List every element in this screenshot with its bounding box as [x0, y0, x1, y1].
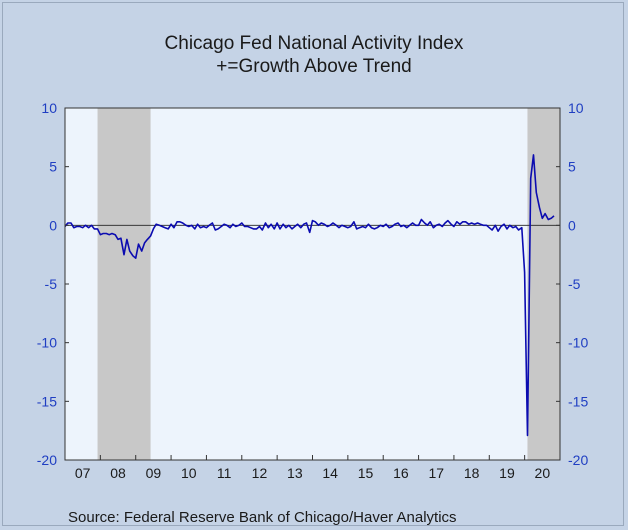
- y-tick-label-left: -10: [37, 335, 57, 351]
- recession-band-0: [97, 108, 151, 460]
- y-tick-label-left: -20: [37, 452, 57, 468]
- x-tick-label: 11: [217, 465, 232, 481]
- y-tick-label-left: 10: [41, 100, 57, 116]
- chart-frame: [2, 2, 624, 526]
- x-tick-label: 18: [464, 465, 480, 481]
- y-tick-label-right: 0: [568, 217, 576, 233]
- chart-subtitle: +=Growth Above Trend: [216, 56, 412, 77]
- x-tick-label: 15: [358, 465, 374, 481]
- y-tick-label-right: -10: [568, 335, 588, 351]
- y-tick-label-right: -20: [568, 452, 588, 468]
- y-tick-label-left: -15: [37, 393, 57, 409]
- recession-bands: [97, 108, 560, 460]
- y-tick-label-left: 5: [49, 159, 57, 175]
- y-tick-label-right: 10: [568, 100, 584, 116]
- x-tick-label: 13: [287, 465, 303, 481]
- x-tick-label: 19: [499, 465, 515, 481]
- source-note: Source: Federal Reserve Bank of Chicago/…: [68, 509, 457, 526]
- x-tick-label: 17: [428, 465, 444, 481]
- y-tick-label-right: 5: [568, 159, 576, 175]
- x-tick-label: 20: [535, 465, 551, 481]
- series-line-cfnai: [64, 154, 555, 437]
- x-tick-label: 16: [393, 465, 409, 481]
- x-axis: 07 08 09 10 11 12 13 14 15 16 17 18 19 20: [64, 455, 561, 481]
- y-tick-label-right: -5: [568, 276, 581, 292]
- y-axis-left: 10 5 0 -5 -10 -15 -20: [37, 100, 69, 468]
- y-tick-label-left: 0: [49, 217, 57, 233]
- y-tick-label-left: -5: [45, 276, 58, 292]
- x-tick-label: 12: [252, 465, 268, 481]
- x-tick-label: 10: [181, 465, 197, 481]
- x-tick-label: 07: [75, 465, 91, 481]
- y-axis-right: 10 5 0 -5 -10 -15 -20: [556, 100, 588, 468]
- x-tick-label: 09: [146, 465, 162, 481]
- x-tick-label: 08: [110, 465, 126, 481]
- x-tick-label: 14: [322, 465, 338, 481]
- chart-title: Chicago Fed National Activity Index: [164, 33, 464, 54]
- y-tick-label-right: -15: [568, 393, 588, 409]
